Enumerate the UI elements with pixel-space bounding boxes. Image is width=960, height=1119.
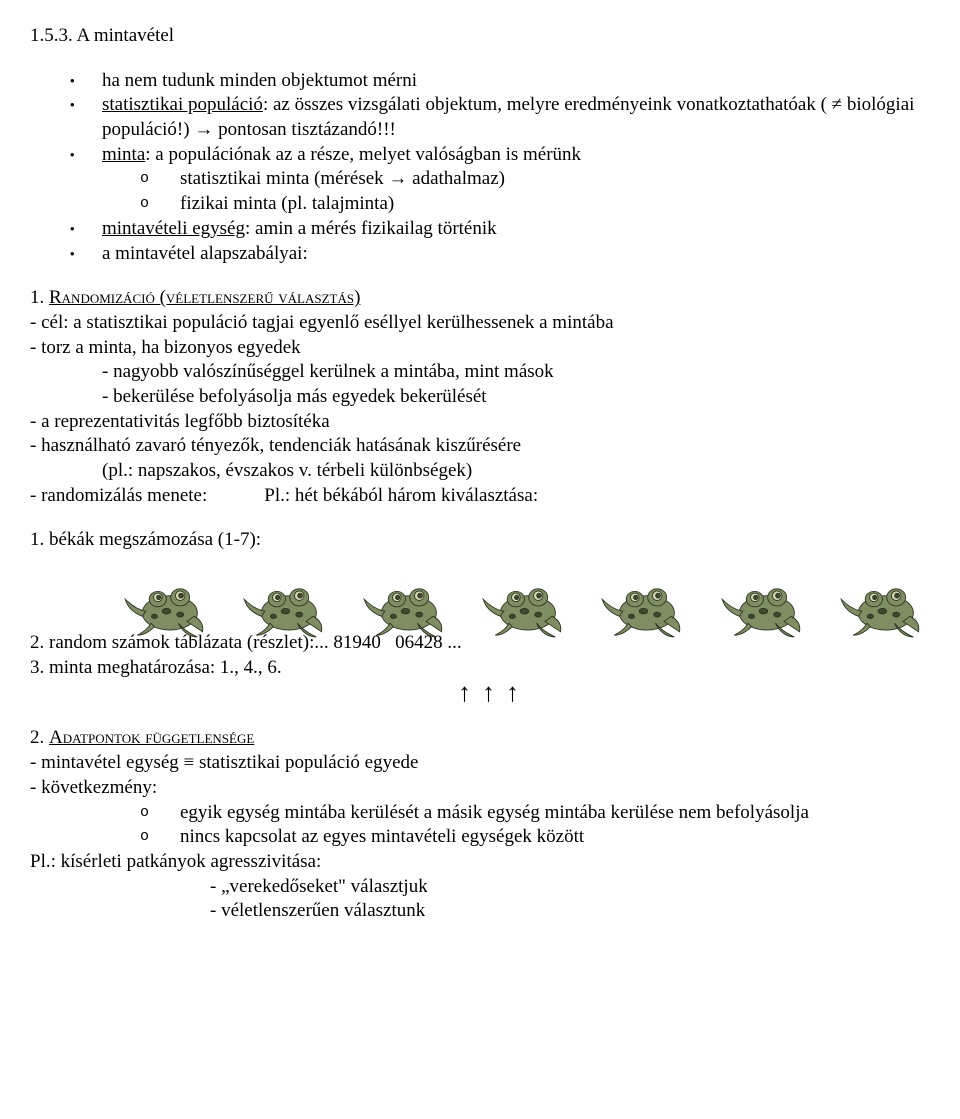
bullet-icon: • — [70, 242, 102, 266]
text: a mintavétel alapszabályai: — [102, 243, 308, 264]
text-line: - használható zavaró tényezők, tendenciá… — [30, 434, 930, 459]
bullet-icon: • — [70, 217, 102, 241]
underlined-term: statisztikai populáció — [102, 94, 263, 115]
list-item-body: minta: a populációnak az a része, melyet… — [102, 143, 581, 168]
rule-2-heading: 2. Adatpontok függetlensége — [30, 726, 930, 751]
underlined-term: mintavételi egység — [102, 218, 245, 239]
rule-2-block: 2. Adatpontok függetlensége - mintavétel… — [30, 726, 930, 924]
text: ha nem tudunk minden objektumot mérni — [102, 70, 417, 91]
frog-icon — [597, 573, 683, 639]
sub-list-text: nincs kapcsolat az egyes mintavételi egy… — [180, 825, 584, 850]
rule-1-heading: 1. Randomizáció (véletlenszerű választás… — [30, 286, 930, 311]
rule-1-lines2: - a reprezentativitás legfőbb biztosíték… — [30, 410, 930, 459]
rule-1-lines: - cél: a statisztikai populáció tagjai e… — [30, 311, 930, 360]
circle-bullet-icon: o — [140, 167, 180, 191]
sub-list-item: oegyik egység mintába kerülését a másik … — [30, 801, 930, 826]
text: : a populációnak az a része, melyet való… — [145, 144, 581, 165]
frog-icon — [478, 573, 564, 639]
up-arrow-icon: ↑ — [506, 680, 519, 706]
sub-list-item: onincs kapcsolat az egyes mintavételi eg… — [30, 825, 930, 850]
text: : amin a mérés fizikailag történik — [245, 218, 497, 239]
list-item: •ha nem tudunk minden objektumot mérni — [30, 69, 930, 94]
text-line: - „verekedőseket" választjuk — [30, 875, 930, 900]
rule-2-pl-indented: - „verekedőseket" választjuk- véletlensz… — [30, 875, 930, 924]
section-title: 1.5.3. A mintavétel — [30, 24, 930, 49]
rand-menete-line: - randomizálás menete: Pl.: hét békából … — [30, 484, 930, 509]
list-item-body: a mintavétel alapszabályai: — [102, 242, 308, 267]
sub-list-text: statisztikai minta (mérések → adathalmaz… — [180, 167, 505, 192]
text-line: - a reprezentativitás legfőbb biztosíték… — [30, 410, 930, 435]
text-line: - véletlenszerűen választunk — [30, 899, 930, 924]
frog-icon — [239, 573, 325, 639]
text-line: (pl.: napszakos, évszakos v. térbeli kül… — [30, 459, 930, 484]
text-line: - nagyobb valószínűséggel kerülnek a min… — [30, 360, 930, 385]
sub-list-item: ofizikai minta (pl. talajminta) — [30, 192, 930, 217]
circle-bullet-icon: o — [140, 192, 180, 216]
list-item-body: ha nem tudunk minden objektumot mérni — [102, 69, 417, 94]
list-item-body: statisztikai populáció: az összes vizsgá… — [102, 93, 930, 142]
text-line: - következmény: — [30, 776, 930, 801]
sub-list-text: egyik egység mintába kerülését a másik e… — [180, 801, 809, 826]
circle-bullet-icon: o — [140, 801, 180, 825]
frogs-row — [30, 559, 930, 639]
text-line: - torz a minta, ha bizonyos egyedek — [30, 336, 930, 361]
rule-1-indented: - nagyobb valószínűséggel kerülnek a min… — [30, 360, 930, 409]
frog-icon — [359, 573, 445, 639]
text-line: - mintavétel egység ≡ statisztikai popul… — [30, 751, 930, 776]
underlined-term: minta — [102, 144, 145, 165]
rule-2-sublist: oegyik egység mintába kerülését a másik … — [30, 801, 930, 850]
rule-1-indented2: (pl.: napszakos, évszakos v. térbeli kül… — [30, 459, 930, 484]
list-item: •mintavételi egység: amin a mérés fizika… — [30, 217, 930, 242]
frog-icon — [120, 573, 206, 639]
arrows-row: ↑ ↑ ↑ — [30, 680, 930, 720]
frog-icon — [717, 573, 803, 639]
up-arrow-icon: ↑ — [458, 680, 471, 706]
bullet-icon: • — [70, 93, 102, 117]
sub-list-text: fizikai minta (pl. talajminta) — [180, 192, 394, 217]
main-bullet-list: •ha nem tudunk minden objektumot mérni•s… — [30, 69, 930, 267]
circle-bullet-icon: o — [140, 825, 180, 849]
rule-1-heading-text: Randomizáció (véletlenszerű választás) — [49, 287, 360, 308]
step-1: 1. békák megszámozása (1-7): — [30, 528, 930, 553]
rule-2-heading-text: Adatpontok függetlensége — [49, 727, 254, 748]
sub-list-item: ostatisztikai minta (mérések → adathalma… — [30, 167, 930, 192]
bullet-icon: • — [70, 143, 102, 167]
rule-2-lines: - mintavétel egység ≡ statisztikai popul… — [30, 751, 930, 800]
list-item: •statisztikai populáció: az összes vizsg… — [30, 93, 930, 142]
bullet-icon: • — [70, 69, 102, 93]
frog-icon — [836, 573, 922, 639]
list-item-body: mintavételi egység: amin a mérés fizikai… — [102, 217, 497, 242]
list-item: •a mintavétel alapszabályai: — [30, 242, 930, 267]
step-3: 3. minta meghatározása: 1., 4., 6. — [30, 656, 930, 681]
text-line: - bekerülése befolyásolja más egyedek be… — [30, 385, 930, 410]
list-item: •minta: a populációnak az a része, melye… — [30, 143, 930, 168]
rule-1-block: 1. Randomizáció (véletlenszerű választás… — [30, 286, 930, 508]
up-arrow-icon: ↑ — [482, 680, 495, 706]
rule-2-pl-line: Pl.: kísérleti patkányok agresszivitása: — [30, 850, 930, 875]
text-line: - cél: a statisztikai populáció tagjai e… — [30, 311, 930, 336]
